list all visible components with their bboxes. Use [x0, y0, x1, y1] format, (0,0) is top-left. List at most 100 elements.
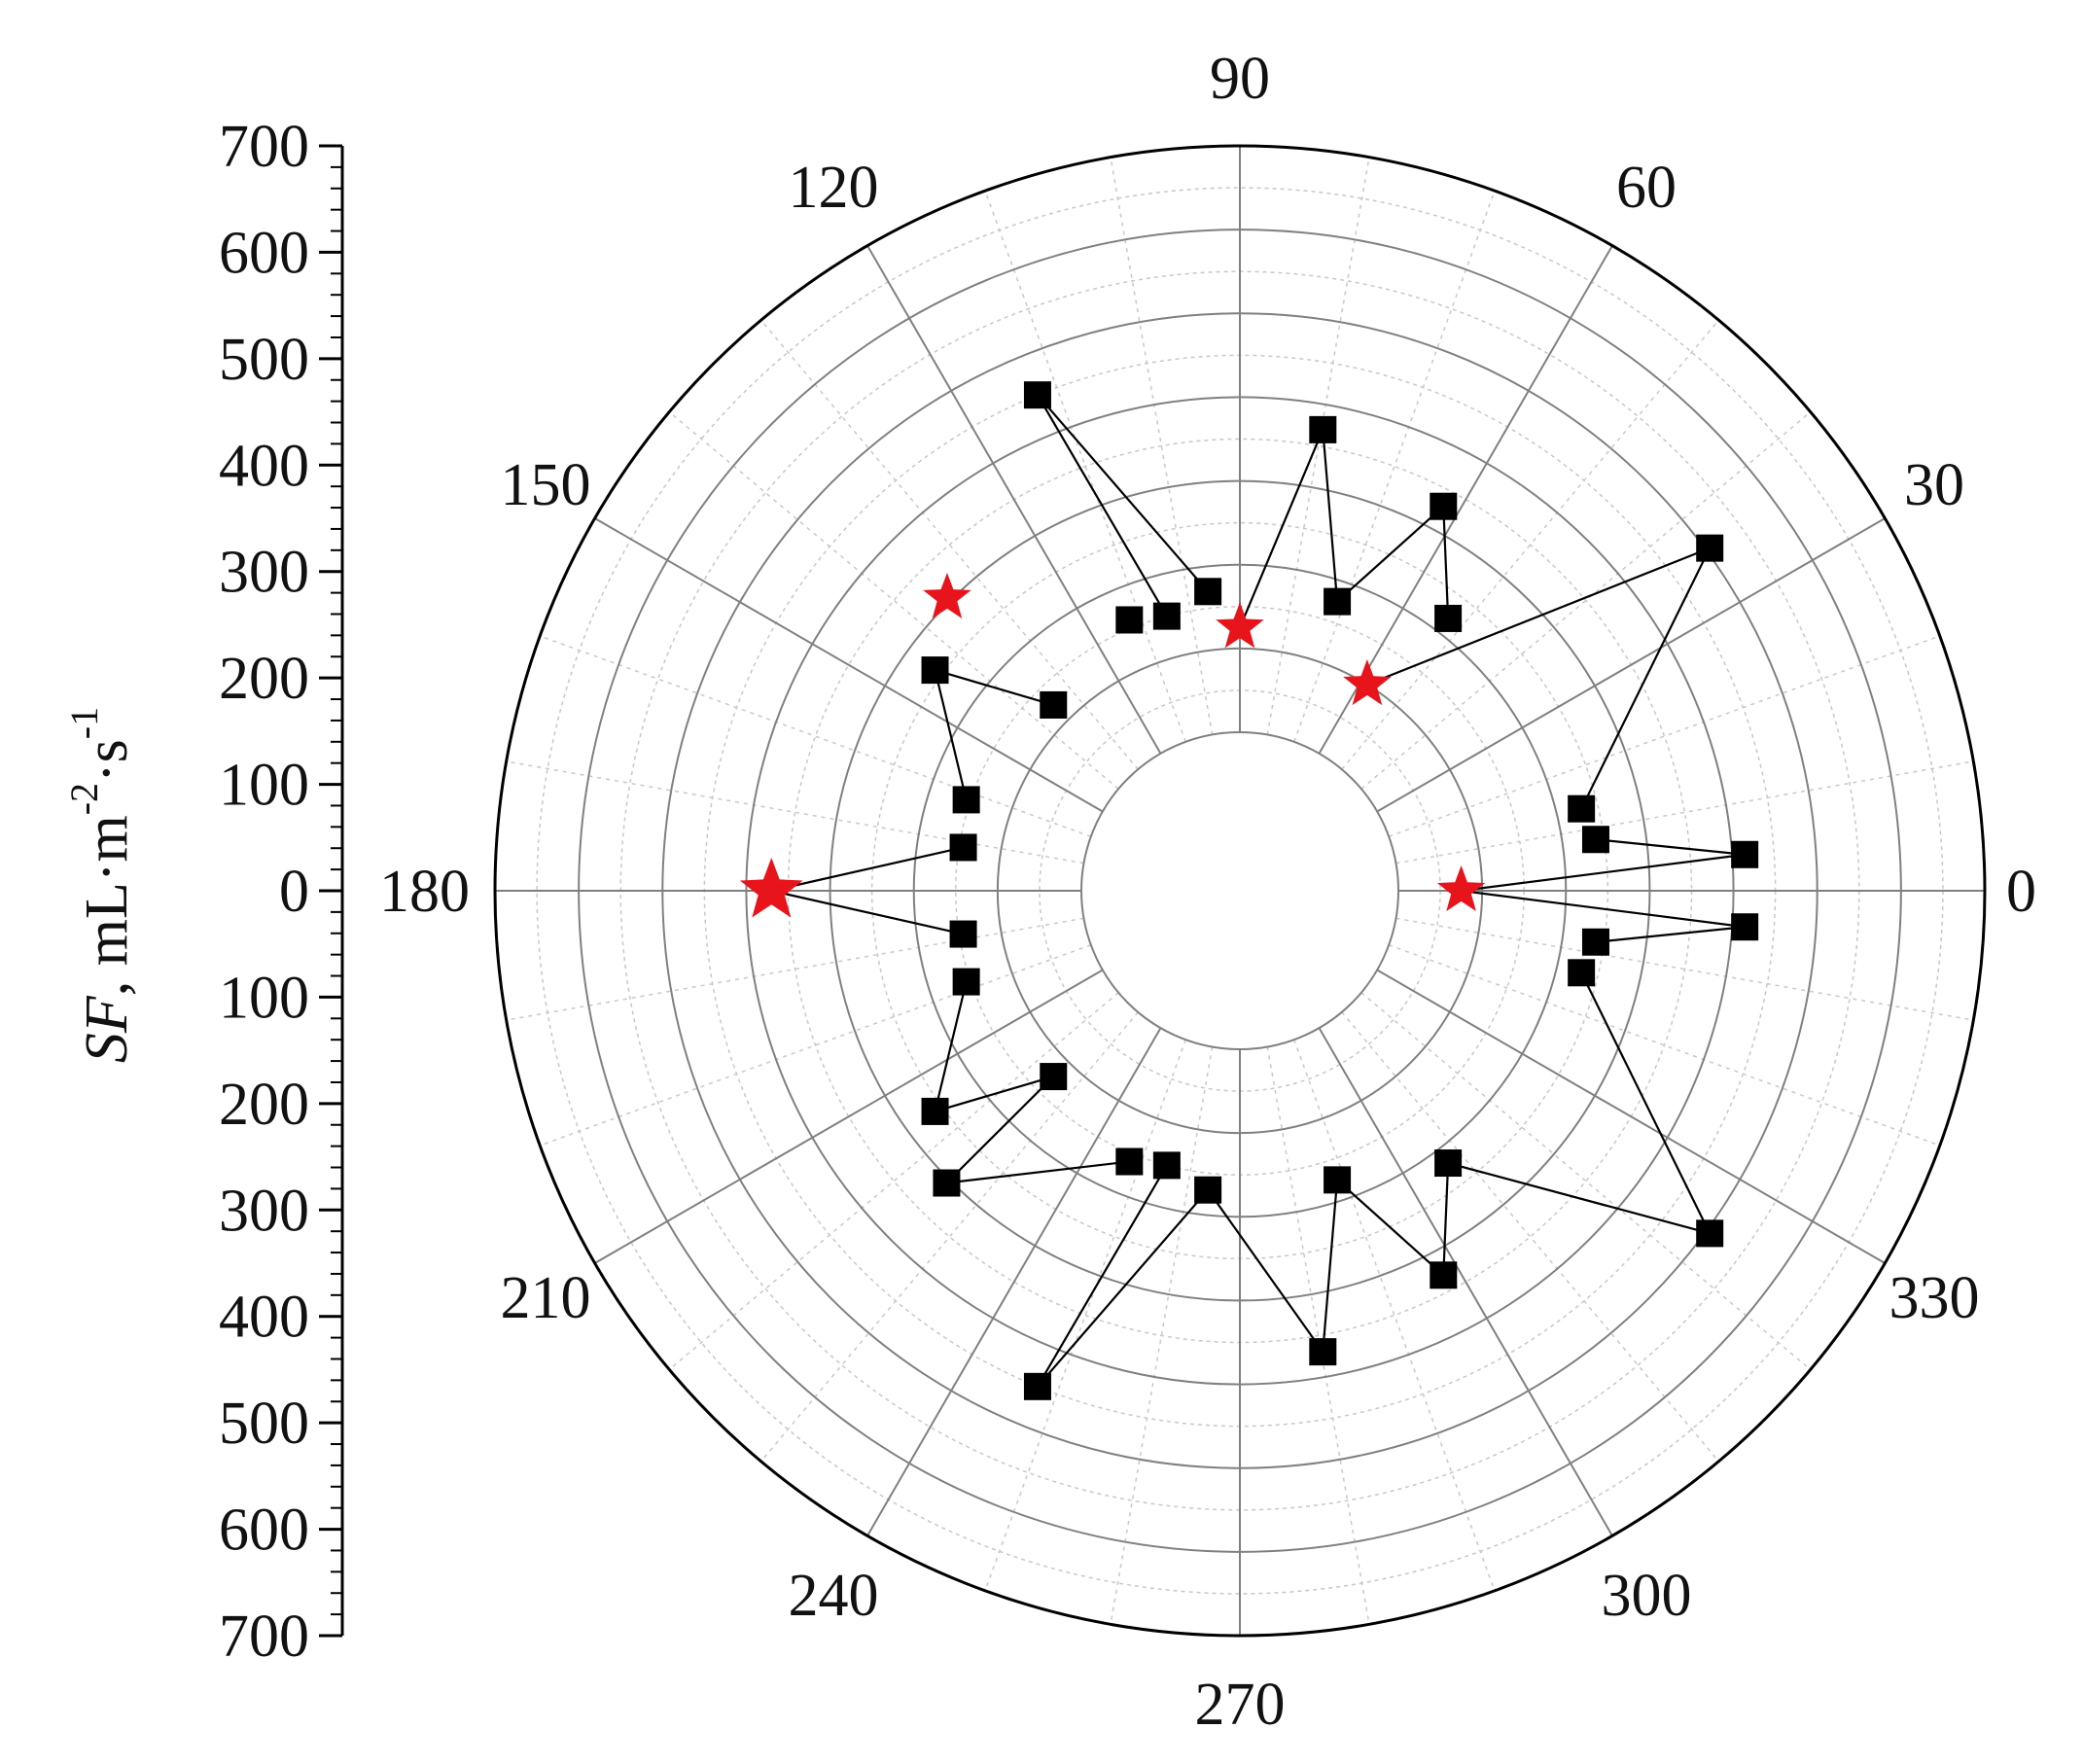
square-marker	[1040, 690, 1068, 719]
star-marker	[1343, 659, 1392, 706]
major-grid-spoke	[866, 245, 1162, 755]
square-marker	[949, 833, 977, 862]
square-marker	[1324, 587, 1352, 616]
connector-line	[1322, 429, 1339, 602]
minor-grid-spoke	[1388, 944, 1941, 1147]
radial-tick-label: 700	[219, 114, 309, 180]
square-marker	[1115, 1147, 1144, 1176]
square-marker	[952, 968, 980, 996]
radial-tick-label: 200	[219, 646, 309, 712]
radial-tick-label: 500	[219, 1391, 309, 1457]
minor-grid-spoke	[1341, 1011, 1719, 1463]
connector-line	[946, 1160, 1130, 1184]
major-grid-spoke	[866, 1027, 1162, 1536]
connector-line	[1595, 926, 1746, 943]
minor-grid-spoke	[760, 1011, 1139, 1463]
square-marker	[1152, 602, 1181, 630]
outer-boundary	[493, 144, 1987, 1638]
minor-grid-spoke	[668, 411, 1119, 790]
square-marker	[1696, 534, 1724, 562]
square-marker	[933, 1169, 961, 1197]
minor-grid-spoke	[1395, 917, 1974, 1021]
radial-tick-label: 100	[219, 965, 309, 1031]
data-markers	[739, 381, 1759, 1400]
minor-grid-spoke	[1388, 635, 1941, 837]
minor-grid-spoke	[1395, 760, 1974, 864]
minor-grid-spoke	[760, 319, 1139, 770]
square-marker	[1434, 1149, 1463, 1178]
star-marker	[1436, 865, 1486, 911]
minor-grid-spoke	[1110, 157, 1214, 735]
radial-tick-label: 500	[219, 327, 309, 393]
radial-tick-label: 600	[219, 220, 309, 286]
square-marker	[952, 786, 980, 814]
angle-label-240: 240	[789, 1563, 879, 1629]
connector-line	[1238, 429, 1324, 628]
minor-grid-spoke	[1293, 1039, 1496, 1592]
y-axis-label: SF, mL·m-2·s-1	[62, 707, 140, 1063]
square-marker	[921, 656, 949, 685]
radial-tick-label: 100	[219, 753, 309, 819]
minor-grid-spoke	[984, 1039, 1186, 1592]
connector-line	[1447, 1161, 1711, 1235]
radial-tick-label: 200	[219, 1072, 309, 1138]
angular-axis-labels: 0 30 60 90 120 150 180 210 240 270 300 330	[379, 46, 2036, 1738]
square-marker	[1023, 381, 1051, 409]
radial-tick-label: 300	[219, 540, 309, 606]
major-grid-spoke	[594, 969, 1104, 1264]
connector-line	[1595, 838, 1746, 856]
minor-grid-spoke	[1266, 1046, 1370, 1625]
minor-grid-spoke	[539, 635, 1092, 837]
minor-grid-spoke	[984, 190, 1186, 743]
minor-grid-spoke	[1341, 319, 1719, 770]
minor-grid-spoke	[1293, 190, 1496, 743]
radial-axis: 700 600 500 400 300 200 100 0 100 200 300 400 500 600…	[219, 114, 344, 1670]
angle-label-210: 210	[501, 1265, 591, 1331]
square-marker	[1152, 1151, 1181, 1180]
minor-grid-spoke	[668, 992, 1119, 1370]
square-marker	[1568, 794, 1596, 823]
angle-label-120: 120	[789, 155, 879, 221]
inner-circle	[1080, 731, 1399, 1050]
angle-label-330: 330	[1889, 1265, 1979, 1331]
minor-grid-spoke	[1266, 157, 1370, 735]
minor-grid-spoke	[1360, 411, 1812, 790]
minor-grid-spoke	[506, 917, 1084, 1021]
major-grid-spoke	[594, 517, 1104, 813]
square-marker	[1023, 1372, 1051, 1400]
connector-line	[1461, 853, 1746, 893]
radial-tick-label: 0	[279, 859, 309, 925]
connector-line	[1207, 1189, 1324, 1353]
square-marker	[1430, 492, 1458, 520]
star-marker	[923, 573, 971, 618]
square-marker	[1434, 604, 1463, 632]
connector-line	[1336, 1179, 1445, 1277]
square-marker	[1194, 578, 1222, 606]
major-grid-spoke	[1376, 969, 1886, 1264]
radial-tick-label: 300	[219, 1178, 309, 1244]
major-grid-spoke	[1318, 1027, 1613, 1536]
star-marker	[739, 858, 803, 918]
angle-label-300: 300	[1602, 1563, 1692, 1629]
radial-tick-label: 400	[219, 433, 309, 499]
connector-lines	[771, 394, 1746, 1388]
polar-grid	[493, 144, 1987, 1638]
square-marker	[1731, 913, 1759, 941]
square-marker	[1430, 1261, 1458, 1289]
connector-line	[1580, 547, 1712, 810]
connector-line	[1036, 1164, 1168, 1388]
square-marker	[1040, 1063, 1068, 1091]
connector-line	[1442, 506, 1450, 619]
square-marker	[1568, 959, 1596, 987]
minor-grid-spoke	[506, 760, 1084, 864]
square-marker	[921, 1097, 949, 1125]
connector-line	[935, 1076, 1054, 1112]
square-marker	[1194, 1176, 1222, 1204]
square-marker	[1696, 1219, 1724, 1248]
minor-grid-spoke	[539, 944, 1092, 1147]
connector-line	[1461, 889, 1746, 929]
connector-line	[1580, 971, 1712, 1234]
square-marker	[1115, 606, 1144, 634]
connector-line	[1037, 1188, 1209, 1388]
